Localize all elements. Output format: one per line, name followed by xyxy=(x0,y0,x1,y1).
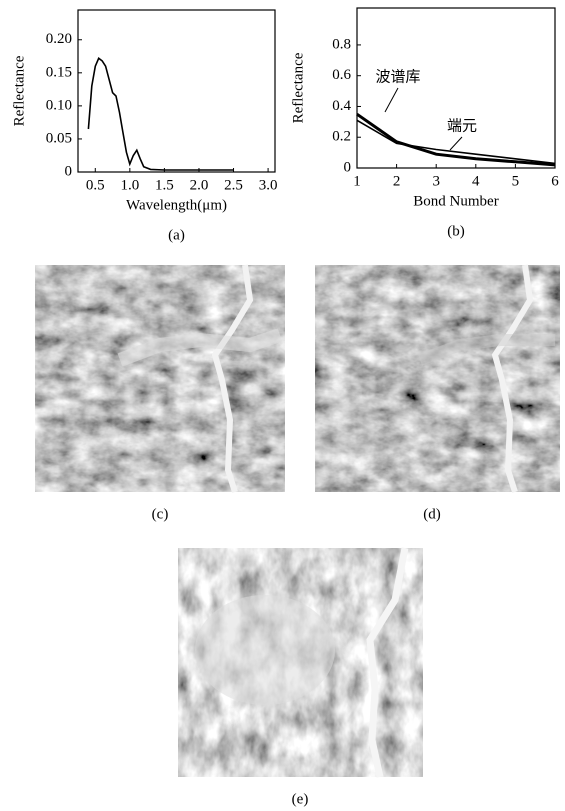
data-line xyxy=(356,119,556,165)
series-label: 端元 xyxy=(447,117,477,134)
chart-caption: (a) xyxy=(168,227,185,243)
y-tick-label: 0.15 xyxy=(46,64,72,80)
series-label: 波谱库 xyxy=(375,68,420,85)
y-tick-label: 0.4 xyxy=(332,98,351,114)
x-tick-label: 6 xyxy=(551,173,559,189)
image-e xyxy=(178,547,423,778)
x-tick-label: 2.0 xyxy=(190,177,209,193)
image-caption: (d) xyxy=(423,506,441,522)
y-axis-title: Reflectance xyxy=(290,52,306,123)
x-tick-label: 3.0 xyxy=(259,177,278,193)
y-tick-label: 0.05 xyxy=(46,130,72,146)
x-tick-label: 2 xyxy=(393,173,401,189)
image-caption: (c) xyxy=(152,506,169,522)
data-line xyxy=(87,57,234,171)
y-axis-title: Reflectance xyxy=(11,55,27,126)
y-tick-label: 0.2 xyxy=(332,129,351,145)
image-d xyxy=(315,264,560,493)
y-tick-label: 0 xyxy=(65,163,73,179)
y-tick-label: 0.20 xyxy=(46,31,72,47)
label-leader xyxy=(449,136,463,151)
x-tick-label: 1 xyxy=(353,173,361,189)
x-tick-label: 2.5 xyxy=(224,177,243,193)
y-tick-label: 0.8 xyxy=(332,36,351,52)
plot-frame xyxy=(356,7,556,169)
x-tick-label: 3 xyxy=(432,173,440,189)
x-tick-label: 0.5 xyxy=(86,177,105,193)
data-line xyxy=(356,112,556,167)
image-c xyxy=(35,264,285,493)
chart-caption: (b) xyxy=(447,223,465,239)
label-leader xyxy=(384,87,399,113)
image-caption: (e) xyxy=(292,791,309,807)
y-tick-label: 0.10 xyxy=(46,97,72,113)
x-tick-label: 4 xyxy=(472,173,480,189)
x-tick-label: 1.5 xyxy=(155,177,174,193)
plot-frame xyxy=(77,9,276,173)
x-axis-title: Wavelength(μm) xyxy=(126,197,227,213)
x-tick-label: 5 xyxy=(512,173,520,189)
y-tick-label: 0 xyxy=(344,159,352,175)
x-axis-title: Bond Number xyxy=(413,193,498,209)
y-tick-label: 0.6 xyxy=(332,67,351,83)
x-tick-label: 1.0 xyxy=(120,177,139,193)
